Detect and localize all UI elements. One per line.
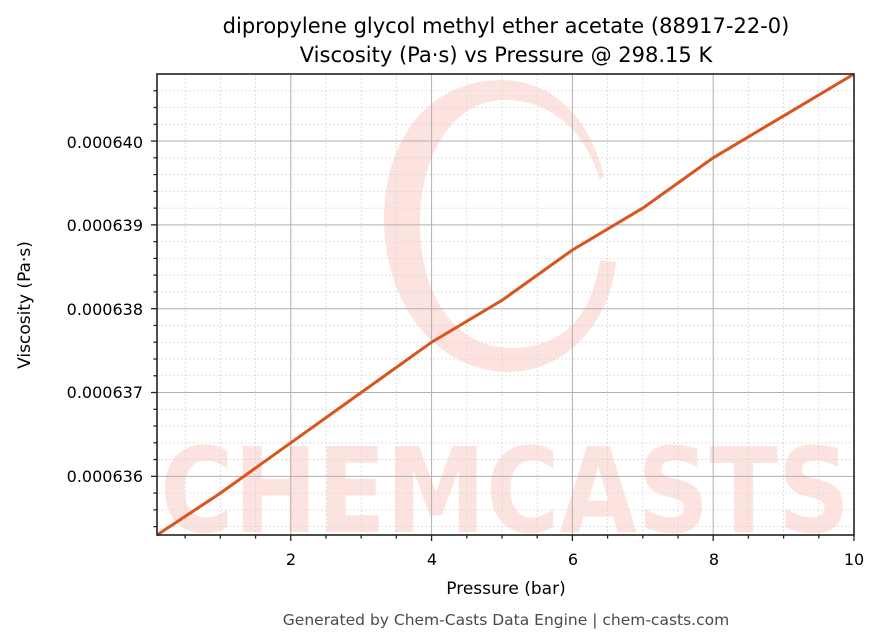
viscosity-line: [156, 72, 855, 537]
y-tick-label: 0.000640: [67, 133, 143, 152]
major-grid: [157, 74, 854, 535]
x-tick-label: 6: [568, 550, 578, 569]
watermark-text: CHEMCASTS: [160, 422, 850, 560]
footer-credit: Generated by Chem-Casts Data Engine | ch…: [283, 611, 729, 629]
x-tick-labels: 2 4 6 8 10: [286, 550, 864, 569]
y-tick-label: 0.000638: [67, 300, 143, 319]
chart-title-line2: Viscosity (Pa·s) vs Pressure @ 298.15 K: [300, 43, 714, 67]
y-tick-label: 0.000637: [67, 383, 143, 402]
chart-title-line1: dipropylene glycol methyl ether acetate …: [223, 14, 790, 38]
x-tick-label: 8: [709, 550, 719, 569]
minor-grid: [157, 74, 854, 535]
x-axis-label: Pressure (bar): [446, 579, 565, 599]
y-tick-label: 0.000639: [67, 216, 143, 235]
watermark: CHEMCASTS: [160, 80, 850, 560]
x-tick-label: 10: [844, 550, 864, 569]
y-axis-label: Viscosity (Pa·s): [15, 241, 35, 369]
y-tick-label: 0.000636: [67, 467, 143, 486]
axis-ticks: [151, 90, 855, 541]
plot-area: [157, 74, 854, 535]
y-tick-labels: 0.000640 0.000639 0.000638 0.000637 0.00…: [67, 133, 143, 486]
x-tick-label: 4: [427, 550, 437, 569]
axes-frame: [156, 73, 855, 536]
x-tick-label: 2: [286, 550, 296, 569]
